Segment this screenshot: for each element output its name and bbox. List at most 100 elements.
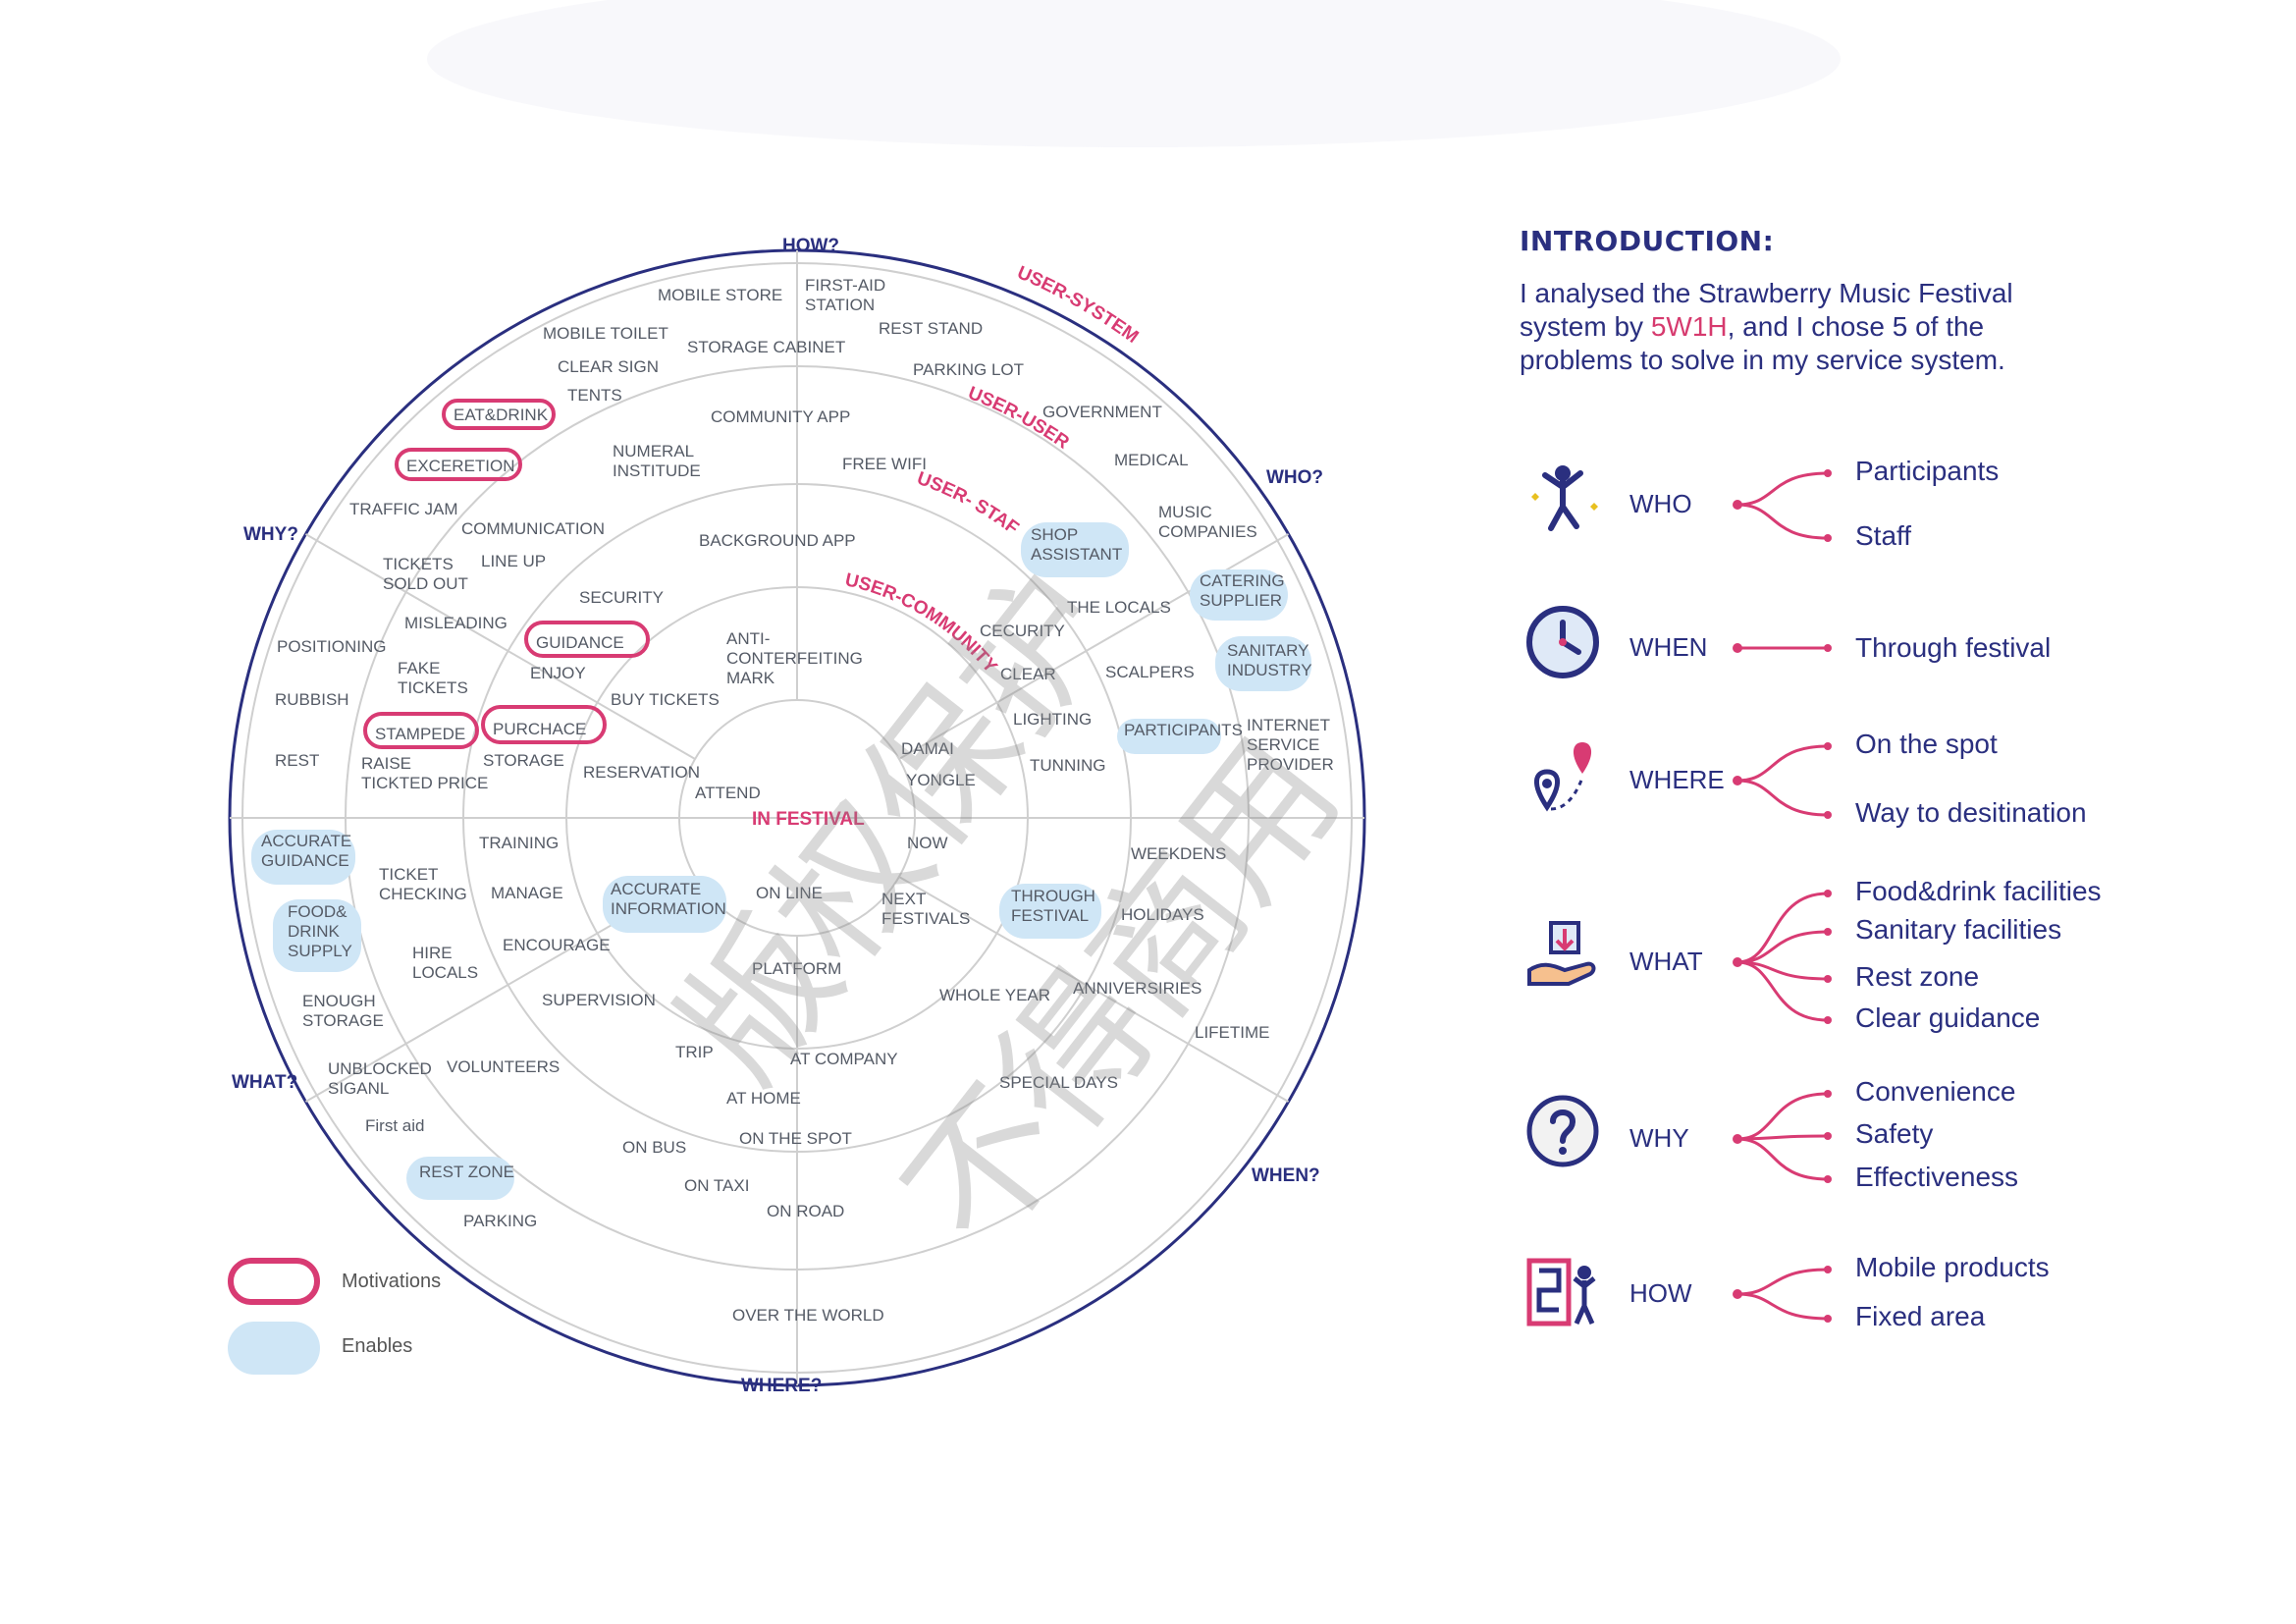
wheel-word: MOBILE STORE (658, 286, 782, 304)
connector-end (1824, 1175, 1832, 1183)
connector-end (1824, 469, 1832, 477)
wheel-word: STORAGE CABINET (687, 338, 845, 356)
wheel-word: SECURITY (579, 588, 664, 607)
legend-enables-label: Enables (342, 1335, 413, 1357)
connector-branch (1736, 1292, 1829, 1321)
enables-highlights (251, 522, 1311, 1200)
wheel-word: DAMAI (901, 739, 954, 758)
wheel-word: ENJOY (530, 664, 586, 682)
wheel-word: VOLUNTEERS (447, 1057, 560, 1076)
connector-end (1824, 1132, 1832, 1140)
wheel-word: LIGHTING (1013, 710, 1092, 729)
wheel-word: MOBILE TOILET (543, 324, 668, 343)
axis-why: WHY? (243, 524, 298, 545)
enable-highlight (1117, 719, 1221, 754)
w5h1-item: Through festival (1855, 632, 2052, 663)
intro-title: INTRODUCTION: (1520, 225, 1775, 257)
wheel-word: LIFETIME (1195, 1023, 1270, 1042)
wheel-word: ON ROAD (767, 1202, 844, 1220)
connector-branch (1736, 960, 1829, 1022)
intro-text: I analysed the Strawberry Music Festival… (1520, 277, 2069, 377)
wheel-word: SPECIAL DAYS (999, 1073, 1118, 1092)
wheel-word: FAKE TICKETS (398, 659, 468, 697)
connector-end (1824, 644, 1832, 652)
wheel-word: POSITIONING (277, 637, 386, 656)
intro-line-3: problems to solve in my service system. (1520, 345, 2005, 375)
axis-when: WHEN? (1252, 1165, 1320, 1186)
wheel-word: NUMERAL INSTITUDE (613, 442, 701, 480)
wheel-word: HOLIDAYS (1121, 905, 1204, 924)
wheel-word: ON THE SPOT (739, 1129, 852, 1148)
wheel-word: ACCURATE INFORMATION (611, 880, 726, 918)
wheel-word: CLEAR SIGN (558, 357, 659, 376)
wheel-word: UNBLOCKED SIGANL (328, 1059, 432, 1098)
wheel-word: MUSIC COMPANIES (1158, 503, 1257, 541)
wheel-word: STORAGE (483, 751, 564, 770)
wheel-word: WHOLE YEAR (939, 986, 1050, 1004)
wheel-word: MANAGE (491, 884, 563, 902)
connector-branch (1736, 744, 1829, 783)
clock-icon (1522, 601, 1604, 683)
enable-highlight (999, 884, 1101, 939)
w5h1-item: Way to desitination (1855, 797, 2087, 828)
motivation-outline (363, 712, 479, 749)
wheel-word: TENTS (567, 386, 622, 405)
wheel-word: PARTICIPANTS (1124, 721, 1243, 739)
intro-highlight: 5W1H (1650, 311, 1728, 342)
connector-branch (1736, 930, 1829, 964)
w5h1-label: HOW (1629, 1278, 1692, 1308)
wheel-word: CECURITY (980, 622, 1065, 640)
connector-end (1824, 534, 1832, 542)
wheel-word: BACKGROUND APP (699, 531, 856, 550)
motivation-label: STAMPEDE (375, 725, 465, 743)
wheel-word: HIRE LOCALS (412, 944, 478, 982)
wheel-word: TUNNING (1030, 756, 1105, 775)
w5h1-item: Mobile products (1855, 1252, 2050, 1282)
enable-highlight (603, 876, 726, 933)
connector-branch (1736, 1268, 1829, 1296)
w5h1-item: Clear guidance (1855, 1002, 2041, 1033)
w5h1-label: WHO (1629, 489, 1692, 518)
wheel-word: CLEAR (1000, 665, 1056, 683)
wheel-word: ACCURATE GUIDANCE (261, 832, 351, 870)
motivation-outlines: EAT&DRINK EXCERETION GUIDANCE STAMPEDE PURCH… (363, 399, 650, 749)
wheel-word: PLATFORM (752, 959, 841, 978)
wheel-word: ON LINE (756, 884, 823, 902)
intro-line-2: system by 5W1H, and I chose 5 of the (1520, 311, 1985, 342)
enable-highlight (1021, 522, 1129, 577)
w5h1-item: Fixed area (1855, 1301, 1986, 1331)
wheel-word: GOVERNMENT (1042, 403, 1162, 421)
wheel-word: THROUGH FESTIVAL (1011, 887, 1095, 925)
wheel-word: PARKING (463, 1212, 537, 1230)
legend-enables-swatch (228, 1322, 320, 1375)
wheel-word: FREE WIFI (842, 455, 927, 473)
wheel-word: BUY TICKETS (611, 690, 720, 709)
wheel-word: CATERING SUPPLIER (1200, 571, 1285, 610)
connector-branch (1736, 779, 1829, 817)
motivation-outline (442, 399, 556, 430)
wheel-word: TRIP (675, 1043, 714, 1061)
w5h1-item: Effectiveness (1855, 1162, 2019, 1192)
wheel-word: REST (275, 751, 319, 770)
wheel-words: MOBILE STORE FIRST-AID STATION REST STAND ST… (261, 276, 1334, 1325)
hand-with-box-icon (1522, 913, 1604, 996)
wheel-word: ENOUGH STORAGE (302, 992, 384, 1030)
wheel-word: RAISE TICKTED PRICE (361, 754, 488, 792)
connector-branch (1736, 503, 1829, 540)
w5h1-item: Rest zone (1855, 961, 1980, 992)
wheel-word: SANITARY INDUSTRY (1227, 641, 1312, 679)
connector-end (1824, 1016, 1832, 1024)
legend-motivations-label: Motivations (342, 1271, 442, 1292)
ring-label-user-system: USER-SYSTEM (1014, 262, 1142, 348)
connector-branch (1736, 892, 1829, 964)
center-label: IN FESTIVAL (752, 809, 865, 830)
dancing-person-icon (1522, 458, 1604, 540)
w5h1-item: Food&drink facilities (1855, 876, 2102, 906)
wheel-word: TRAFFIC JAM (349, 500, 458, 518)
wheel-word: MISLEADING (404, 614, 507, 632)
wheel-word: First aid (365, 1116, 424, 1135)
w5h1-connectors (1733, 469, 1832, 1323)
wheel-word: RUBBISH (275, 690, 349, 709)
wheel-word: FOOD& DRINK SUPPLY (288, 902, 352, 960)
